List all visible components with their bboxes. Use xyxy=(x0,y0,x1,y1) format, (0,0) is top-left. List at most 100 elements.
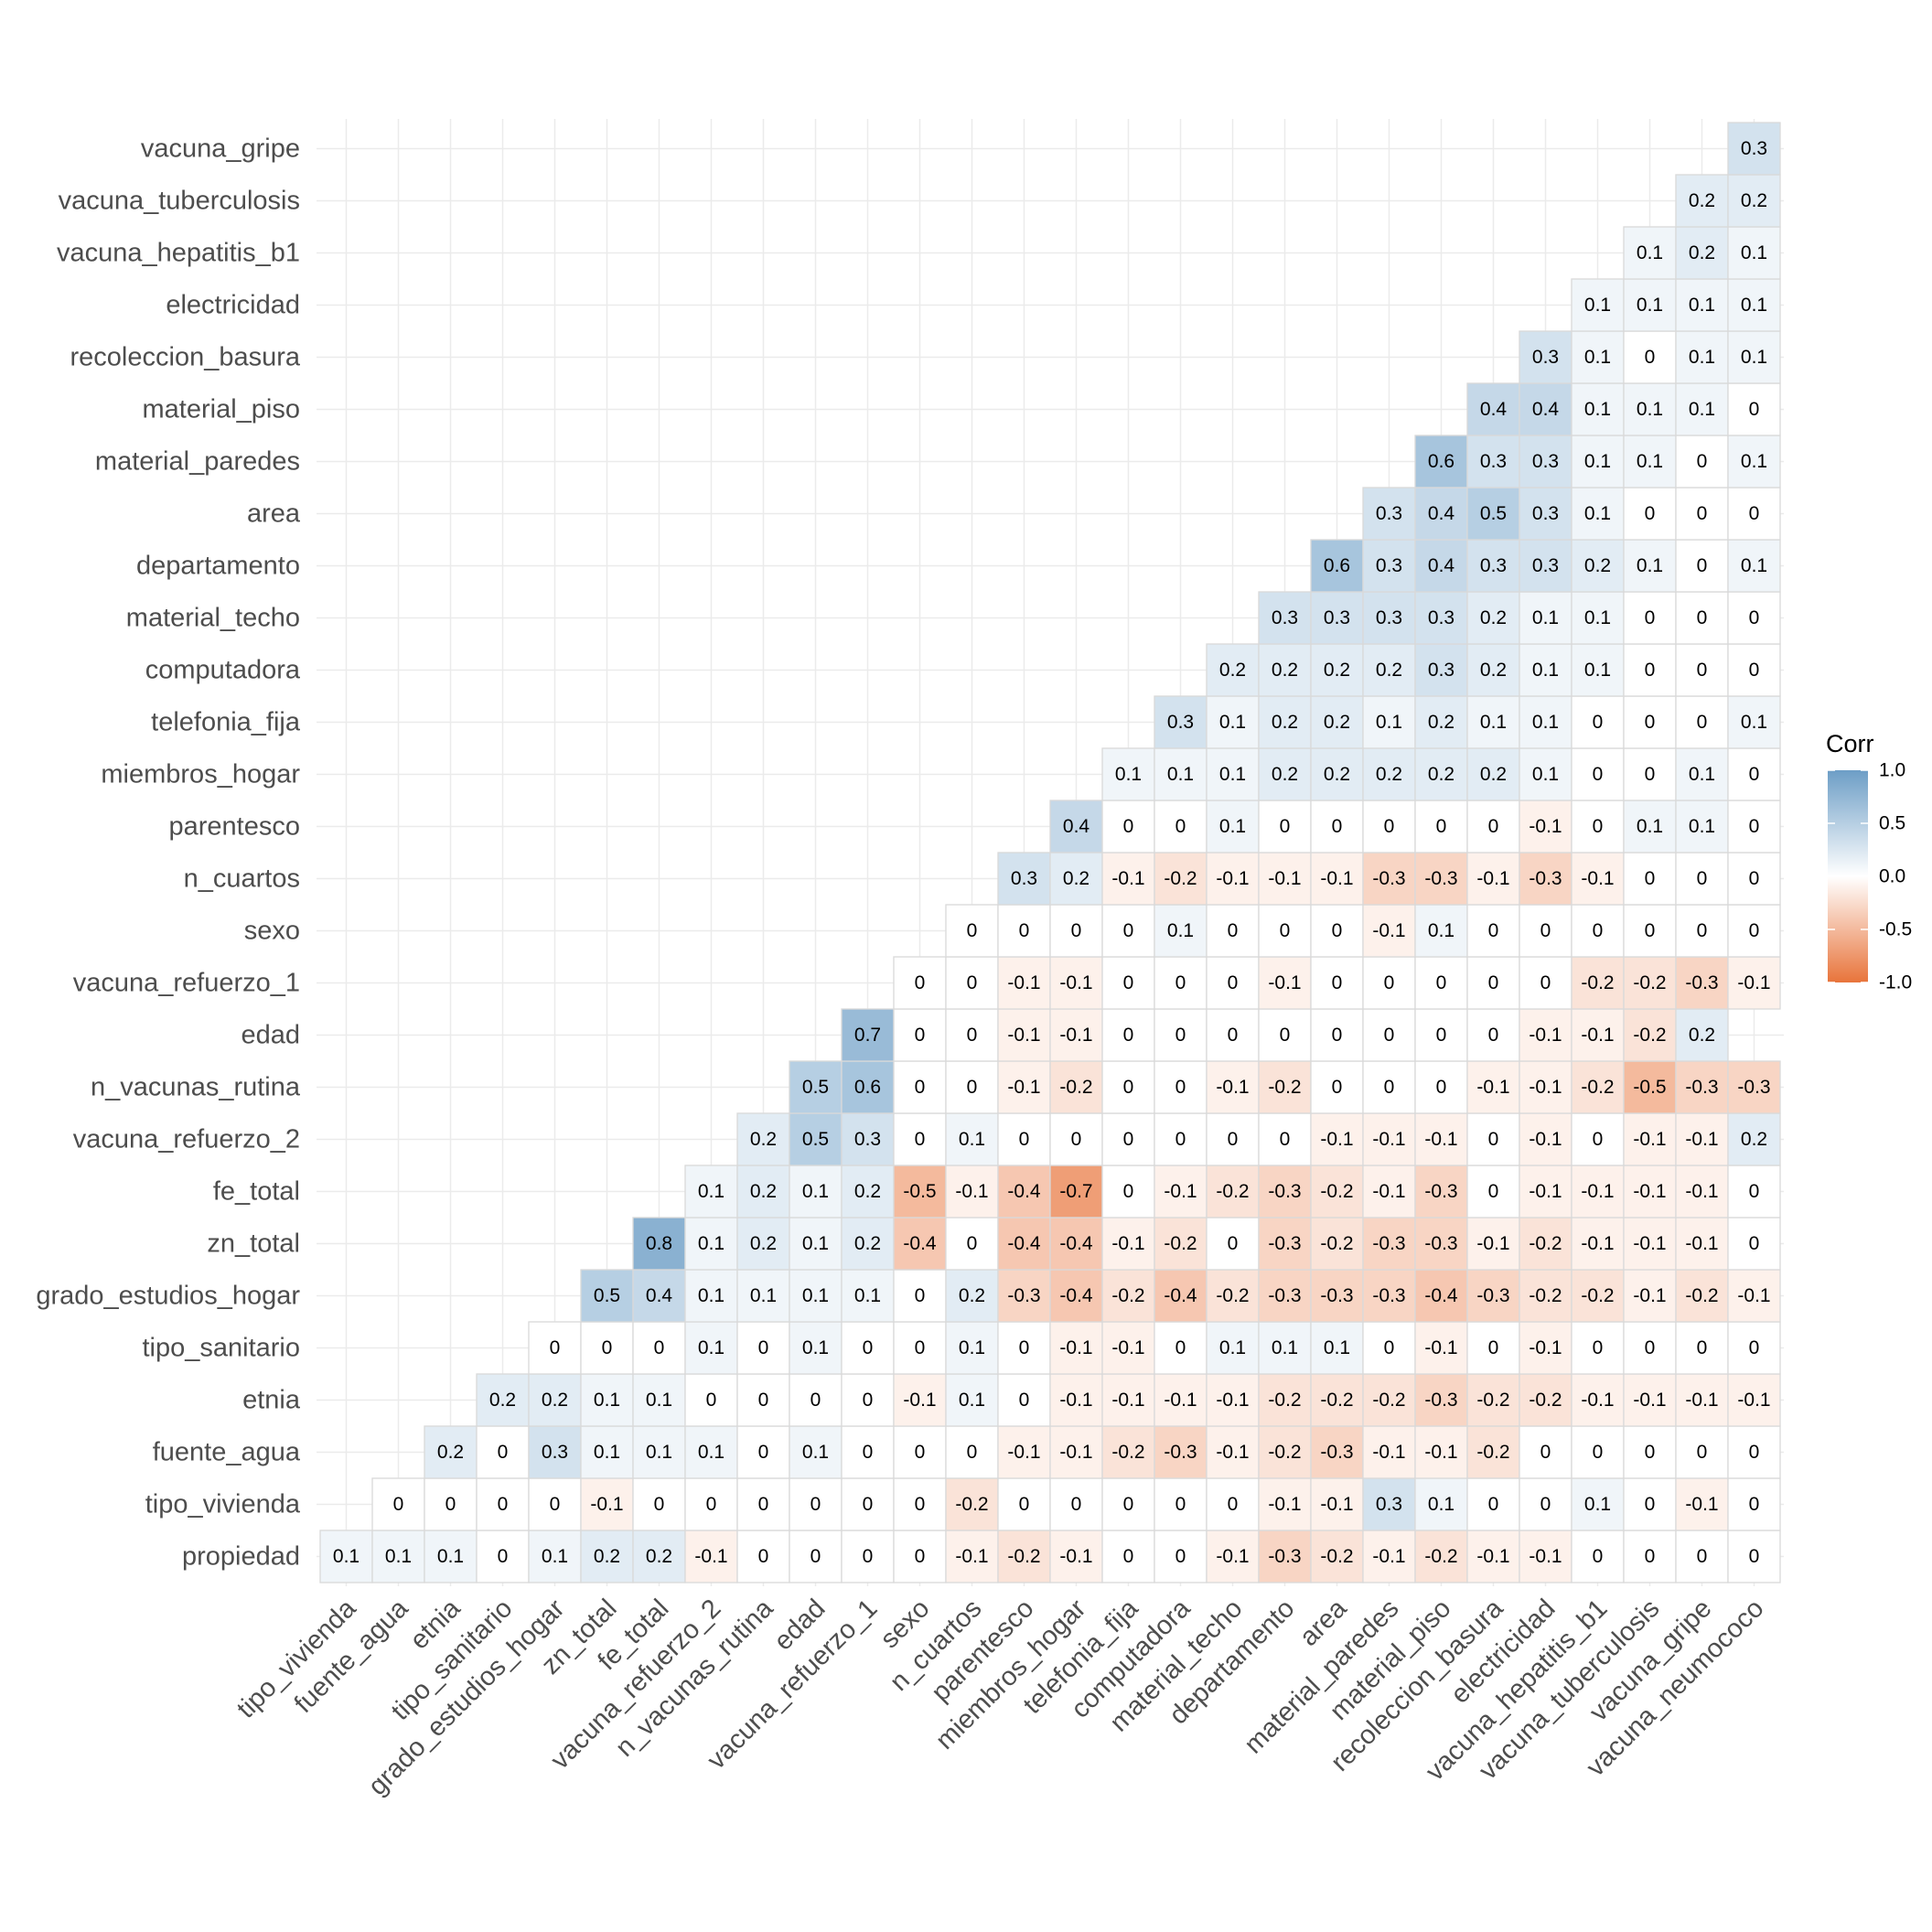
cell-fill xyxy=(1154,1165,1208,1218)
heatmap-cell: 0 xyxy=(1101,1112,1155,1166)
heatmap-cell: 0 xyxy=(997,1112,1051,1166)
cell-value-label: 0 xyxy=(863,1390,874,1411)
cell-value-label: 0 xyxy=(1645,920,1656,941)
cell-fill xyxy=(997,1060,1051,1114)
y-tick-label: vacuna_gripe xyxy=(141,134,300,164)
heatmap-cell: 0 xyxy=(945,1060,999,1114)
heatmap-cell: 0.1 xyxy=(1466,695,1520,749)
cell-value-label: 0 xyxy=(1436,1077,1447,1098)
cell-value-label: 0 xyxy=(1645,712,1656,733)
heatmap-cell: 0.8 xyxy=(632,1217,686,1271)
cell-value-label: -0.1 xyxy=(1685,1390,1718,1411)
cell-fill xyxy=(684,1373,738,1427)
heatmap-cell: 0 xyxy=(1519,904,1572,958)
cell-fill xyxy=(580,1321,634,1375)
cell-value-label: 0 xyxy=(498,1442,509,1463)
cell-value-label: 0 xyxy=(1228,1025,1239,1046)
heatmap-cell: 0 xyxy=(1675,643,1729,697)
heatmap-cell: 0.1 xyxy=(1675,330,1729,384)
heatmap-cell: 0 xyxy=(1675,487,1729,541)
cell-fill xyxy=(1727,1477,1781,1531)
heatmap-cell: -0.2 xyxy=(1362,1373,1416,1427)
heatmap-cell: 0 xyxy=(1310,904,1364,958)
cell-value-label: 0 xyxy=(1540,972,1551,993)
heatmap-cell: 0 xyxy=(1571,1321,1625,1375)
heatmap-cell: 0.1 xyxy=(684,1269,738,1323)
cell-fill xyxy=(1310,643,1364,697)
cell-fill xyxy=(789,1530,843,1583)
cell-fill xyxy=(1362,539,1416,593)
cell-value-label: -0.1 xyxy=(1633,1390,1666,1411)
heatmap-cell: 0.1 xyxy=(1571,1477,1625,1531)
heatmap-cell: 0.1 xyxy=(424,1530,478,1583)
heatmap-cell: 0 xyxy=(476,1425,530,1479)
cell-value-label: 0 xyxy=(1436,972,1447,993)
heatmap-cell: -0.1 xyxy=(1466,1530,1520,1583)
heatmap-cell: 0.1 xyxy=(1727,695,1781,749)
heatmap-cell: -0.1 xyxy=(1049,1530,1103,1583)
cell-value-label: 0 xyxy=(654,1494,665,1515)
cell-value-label: 0.1 xyxy=(1689,399,1715,420)
heatmap-cell: 0.3 xyxy=(1362,487,1416,541)
y-tick-label: grado_estudios_hogar xyxy=(36,1282,300,1311)
cell-fill xyxy=(1258,904,1312,958)
heatmap-cell: 0.1 xyxy=(789,1217,843,1271)
heatmap-cell: 0.2 xyxy=(1258,695,1312,749)
cell-value-label: 0.3 xyxy=(1532,555,1559,576)
cell-value-label: 0.3 xyxy=(1324,607,1350,628)
cell-value-label: -0.1 xyxy=(1476,868,1509,889)
cell-value-label: 0 xyxy=(1540,1494,1551,1515)
heatmap-cell: 0 xyxy=(789,1530,843,1583)
cell-value-label: 0 xyxy=(1228,972,1239,993)
heatmap-cell: 0.1 xyxy=(1519,591,1572,645)
cell-value-label: 0 xyxy=(1123,1025,1134,1046)
cell-value-label: 0.1 xyxy=(646,1442,672,1463)
cell-value-label: -0.3 xyxy=(1372,868,1405,889)
cell-value-label: -0.1 xyxy=(1007,972,1040,993)
heatmap-cell: 0 xyxy=(1623,591,1677,645)
cell-value-label: 0.2 xyxy=(594,1546,620,1567)
heatmap-cell: -0.1 xyxy=(1519,1112,1572,1166)
heatmap-cell: 0.2 xyxy=(1727,1112,1781,1166)
cell-value-label: 0.2 xyxy=(959,1285,985,1306)
heatmap-cell: 0 xyxy=(1727,487,1781,541)
heatmap-cell: -0.1 xyxy=(1258,1477,1312,1531)
cell-value-label: 0.1 xyxy=(1272,1337,1298,1358)
cell-fill xyxy=(1154,1112,1208,1166)
cell-fill xyxy=(893,1060,947,1114)
cell-fill xyxy=(1675,1530,1729,1583)
heatmap-cell: 0 xyxy=(945,904,999,958)
cell-value-label: 0 xyxy=(1228,920,1239,941)
cell-value-label: 0 xyxy=(1697,1442,1708,1463)
cell-value-label: -0.1 xyxy=(1529,1181,1562,1202)
cell-fill xyxy=(1101,1530,1155,1583)
cell-value-label: 0 xyxy=(1645,1546,1656,1567)
cell-value-label: 0.1 xyxy=(1584,607,1611,628)
cell-value-label: 0 xyxy=(1488,972,1499,993)
heatmap-cell: -0.1 xyxy=(997,1008,1051,1062)
heatmap-cell: 0.1 xyxy=(580,1425,634,1479)
heatmap-cell: 0.1 xyxy=(945,1112,999,1166)
heatmap-cell: -0.2 xyxy=(1675,1269,1729,1323)
heatmap-cell: 0 xyxy=(1258,904,1312,958)
heatmap-cell: 0.6 xyxy=(1414,435,1468,488)
heatmap-cell: 0 xyxy=(528,1477,582,1531)
heatmap-cell: 0 xyxy=(1519,1477,1572,1531)
cell-value-label: -0.1 xyxy=(1633,1181,1666,1202)
cell-value-label: 0 xyxy=(1488,1337,1499,1358)
cell-fill xyxy=(632,1269,686,1323)
heatmap-cell: -0.1 xyxy=(997,1425,1051,1479)
heatmap-cell: -0.1 xyxy=(1519,1321,1572,1375)
cell-fill xyxy=(893,1165,947,1218)
cell-fill xyxy=(684,1217,738,1271)
cell-fill xyxy=(1049,800,1103,853)
cell-fill xyxy=(1362,747,1416,801)
heatmap-cell: 0.2 xyxy=(476,1373,530,1427)
cell-value-label: 0.1 xyxy=(594,1390,620,1411)
cell-value-label: -0.1 xyxy=(1216,868,1249,889)
cell-value-label: 0.4 xyxy=(1480,399,1508,420)
cell-fill xyxy=(1310,800,1364,853)
heatmap-cell: 0.3 xyxy=(1258,591,1312,645)
cell-value-label: 0 xyxy=(967,1025,978,1046)
y-tick-label: recoleccion_basura xyxy=(70,343,301,372)
